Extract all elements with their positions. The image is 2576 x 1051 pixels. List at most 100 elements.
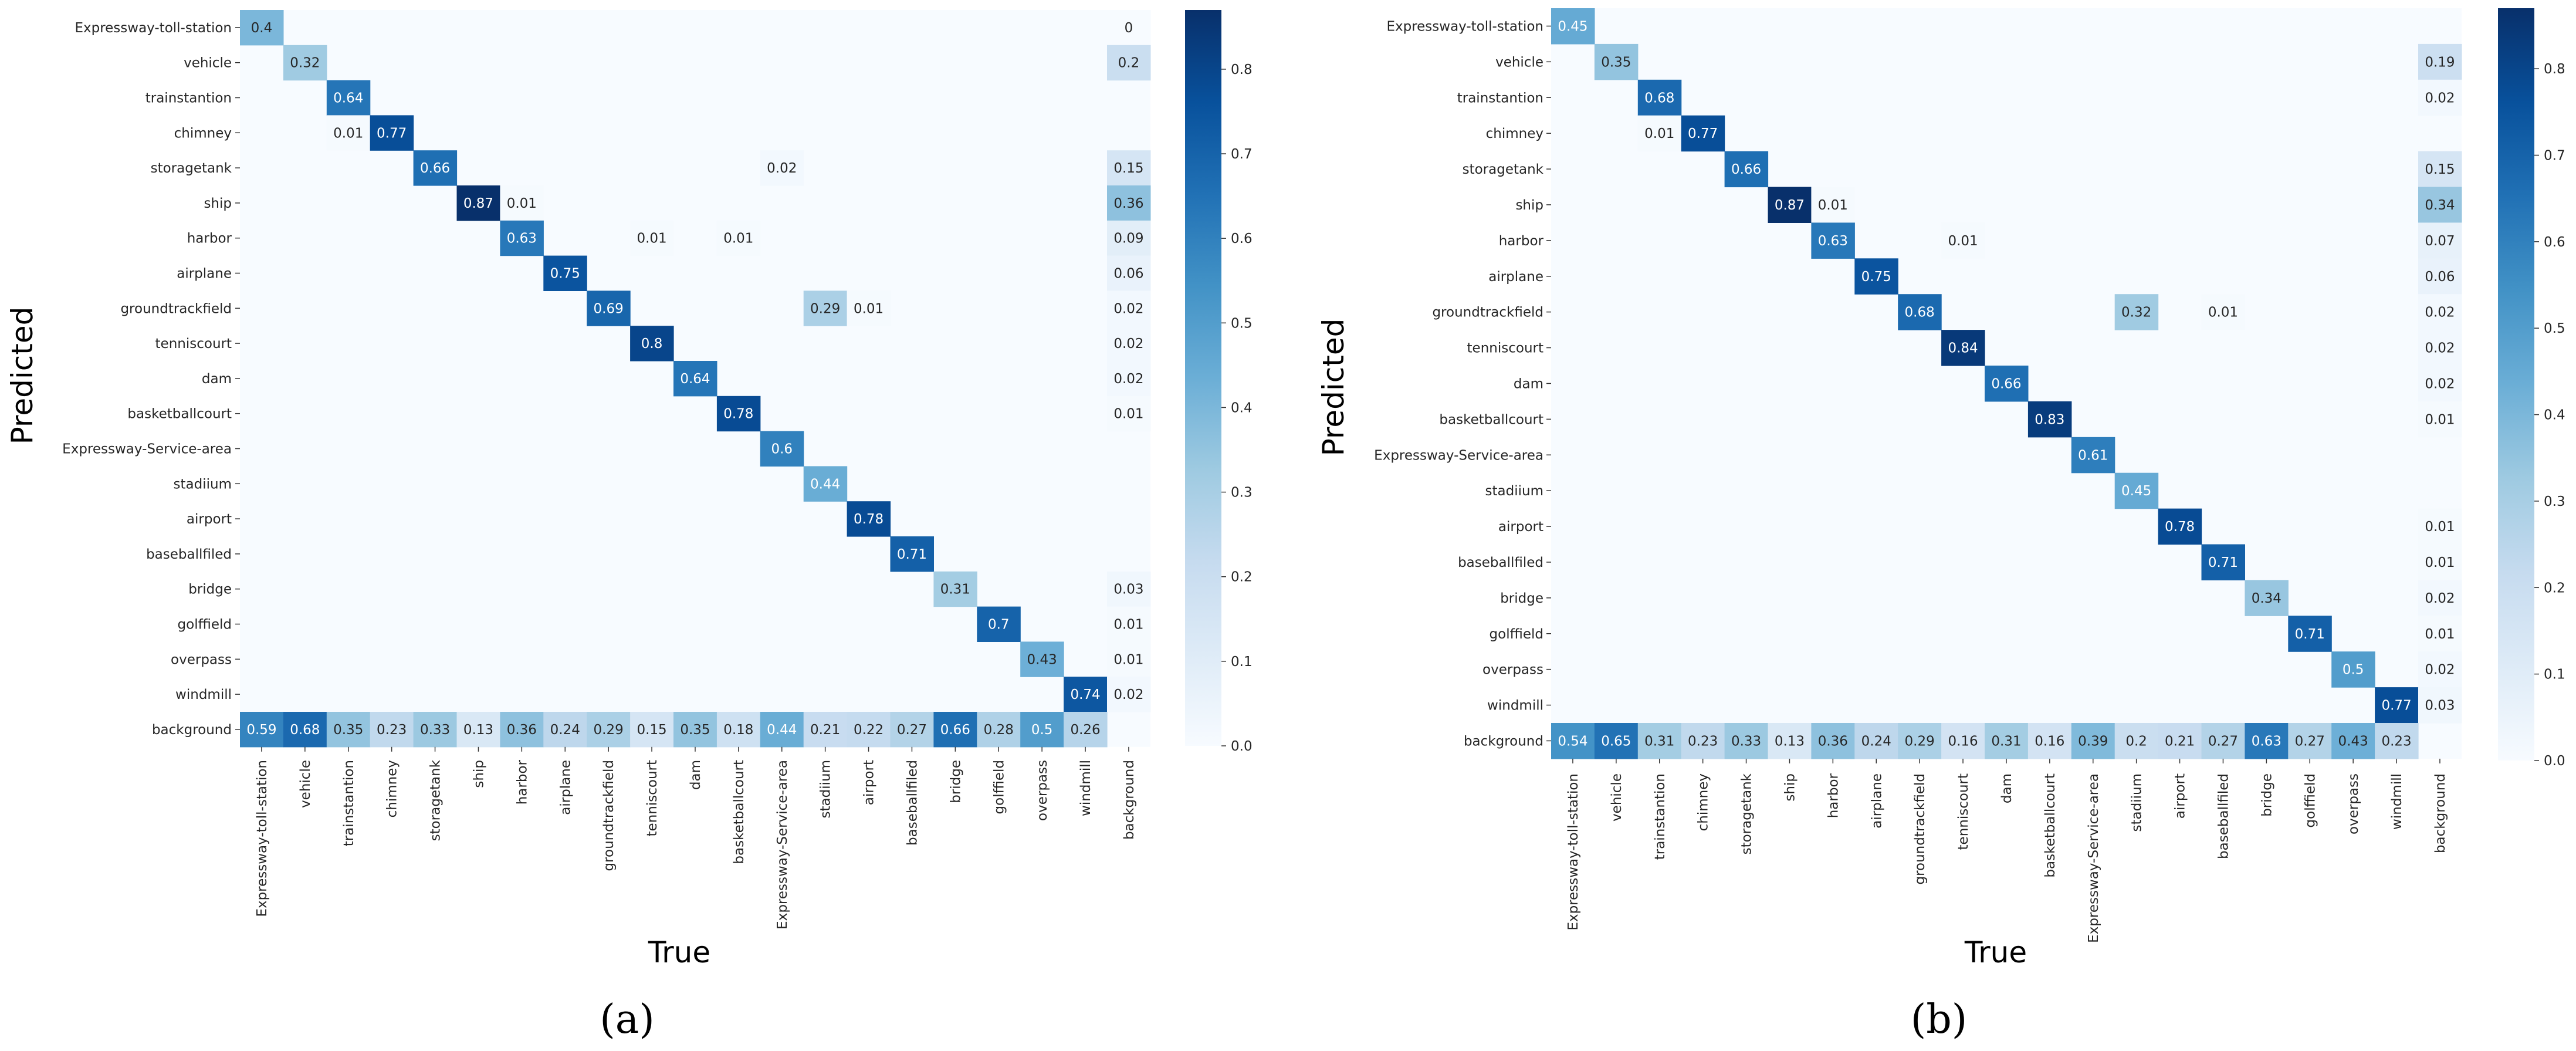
x-tick-label: groundtrackfield <box>601 760 617 871</box>
heatmap-cell <box>2418 616 2462 652</box>
cell-value-label: 0.19 <box>2425 55 2455 70</box>
cell-value-label: 0.01 <box>2208 305 2238 320</box>
x-tick-label: trainstantion <box>341 760 357 846</box>
cell-value-label: 0.75 <box>550 266 580 282</box>
cell-value-label: 0.02 <box>2425 591 2455 606</box>
heatmap-cell <box>2245 723 2289 759</box>
cell-value-label: 0.01 <box>1113 407 1143 422</box>
heatmap-cell <box>1020 641 1064 677</box>
cell-value-label: 0.31 <box>1644 734 1674 749</box>
cell-value-label: 0.27 <box>897 722 927 738</box>
colorbar-tick-label: 0.2 <box>2544 580 2565 596</box>
y-tick-label: baseballfiled <box>146 547 232 562</box>
heatmap-cell <box>2418 580 2462 616</box>
cell-value-label: 0.16 <box>1948 734 1978 749</box>
heatmap-cell <box>326 712 371 748</box>
cell-value-label: 0.01 <box>637 231 666 246</box>
heatmap-cell <box>1107 326 1151 361</box>
heatmap-cell <box>890 536 934 572</box>
heatmap-cell <box>370 712 414 748</box>
heatmap-cell <box>1985 366 2029 402</box>
heatmap-cell <box>2375 723 2419 759</box>
cell-value-label: 0.01 <box>1948 234 1978 249</box>
cell-value-label: 0.36 <box>1113 196 1143 211</box>
heatmap-cell <box>1811 723 1855 759</box>
x-tick-label: Expressway-toll-station <box>1566 773 1581 931</box>
cell-value-label: 0.44 <box>767 722 797 738</box>
colorbar-tick-label: 0.6 <box>2544 235 2565 250</box>
cell-value-label: 0.69 <box>594 301 624 316</box>
cell-value-label: 0.22 <box>854 722 884 738</box>
cell-value-label: 0.66 <box>420 161 450 176</box>
cell-value-label: 0.23 <box>2381 734 2411 749</box>
x-tick-label: stadiium <box>2130 773 2145 832</box>
x-tick-label: dam <box>688 760 703 790</box>
heatmap-cell <box>2245 580 2289 616</box>
heatmap-cell <box>1681 723 1725 759</box>
y-tick-label: ship <box>204 196 232 211</box>
heatmap-cell <box>1107 290 1151 326</box>
colorbar-tick-label: 0.1 <box>2544 667 2565 682</box>
heatmap-cell <box>1768 187 1812 223</box>
x-tick-label: chimney <box>1696 773 1711 831</box>
y-tick-label: background <box>1464 734 1543 749</box>
heatmap-cell <box>1107 45 1151 81</box>
x-tick-label: storagetank <box>1739 773 1755 854</box>
heatmap-cell <box>2418 330 2462 366</box>
y-tick-label: harbor <box>1499 234 1544 249</box>
cell-value-label: 0.24 <box>1861 734 1891 749</box>
cell-value-label: 0.78 <box>2165 519 2195 535</box>
heatmap-cell <box>240 10 284 46</box>
colorbar-tick-label: 0.8 <box>1231 62 1253 77</box>
x-axis-title: True <box>1964 935 2027 969</box>
heatmap-cell <box>2418 79 2462 116</box>
heatmap-cell <box>2331 651 2375 688</box>
heatmap-cell <box>413 150 458 186</box>
colorbar <box>2498 8 2534 761</box>
heatmap-cell <box>2201 544 2245 580</box>
heatmap-cell <box>2418 222 2462 259</box>
heatmap-cell <box>1637 115 1682 152</box>
colorbar-tick-label: 0.3 <box>1231 485 1253 501</box>
cell-value-label: 0.01 <box>507 196 537 211</box>
x-tick-label: vehicle <box>1609 773 1624 822</box>
heatmap-cell <box>2418 258 2462 295</box>
cell-value-label: 0.45 <box>1558 19 1587 34</box>
x-tick-label: background <box>2433 773 2448 853</box>
cell-value-label: 0.07 <box>2425 234 2455 249</box>
colorbar <box>1185 10 1221 746</box>
y-tick-label: storagetank <box>1463 162 1544 177</box>
heatmap-cell <box>326 80 371 116</box>
heatmap-cell <box>977 606 1021 642</box>
cell-value-label: 0.01 <box>2425 412 2455 427</box>
heatmap-cell <box>2418 294 2462 330</box>
cell-value-label: 0.43 <box>1027 652 1057 667</box>
x-tick-label: tenniscourt <box>645 760 660 836</box>
cell-value-label: 0.36 <box>1818 734 1848 749</box>
heatmap-cell <box>326 115 371 151</box>
heatmap-cell <box>1107 10 1151 46</box>
y-tick-label: chimney <box>1486 126 1543 141</box>
heatmap-cell <box>2418 366 2462 402</box>
y-tick-label: overpass <box>171 652 232 667</box>
colorbar-tick-label: 0.7 <box>2544 148 2565 164</box>
heatmap-cell <box>847 712 891 748</box>
x-tick-label: Expressway-Service-area <box>2086 773 2101 943</box>
panel-caption: (b) <box>1911 996 1968 1043</box>
heatmap-cell <box>1107 255 1151 291</box>
cell-value-label: 0.68 <box>1644 90 1674 106</box>
heatmap-cell <box>673 712 717 748</box>
heatmap-cell <box>1681 115 1725 152</box>
heatmap-cell <box>1941 222 1985 259</box>
heatmap-cell <box>1724 151 1769 188</box>
cell-value-label: 0.63 <box>2252 734 2281 749</box>
cell-value-label: 0.28 <box>984 722 1014 738</box>
colorbar-tick-label: 0.0 <box>2544 753 2565 769</box>
heatmap-cell <box>1811 222 1855 259</box>
heatmap-cell <box>630 326 674 361</box>
heatmap-cell <box>283 45 327 81</box>
cell-value-label: 0.74 <box>1070 687 1100 702</box>
heatmap-cell <box>456 185 500 221</box>
cell-value-label: 0.32 <box>290 56 320 71</box>
cell-value-label: 0.83 <box>2035 412 2064 427</box>
